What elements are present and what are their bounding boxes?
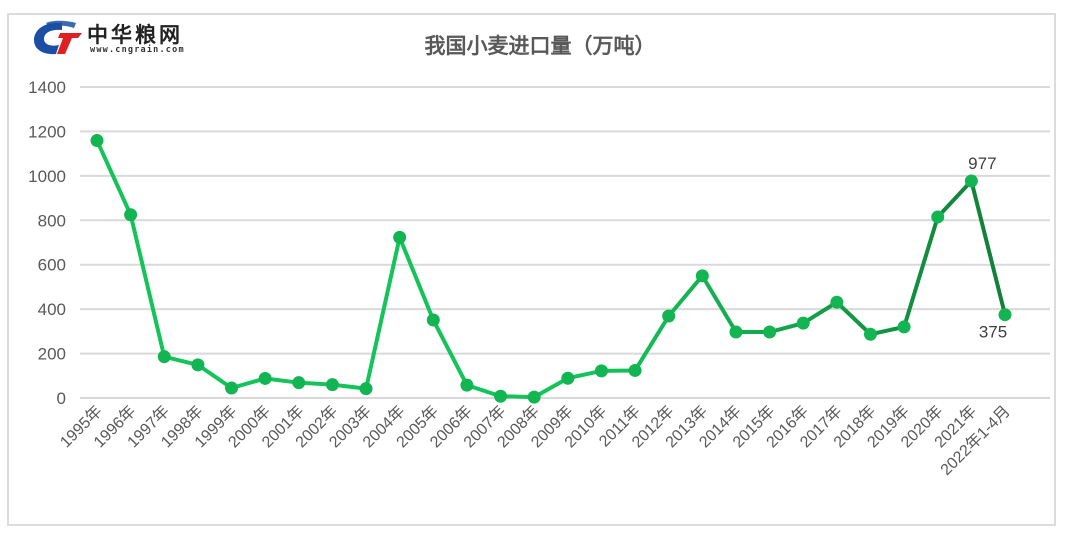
data-point — [157, 350, 171, 364]
data-point — [393, 230, 407, 244]
data-point — [292, 376, 306, 390]
y-tick-label: 600 — [38, 256, 66, 275]
data-point — [998, 308, 1012, 322]
y-tick-label: 1000 — [28, 167, 66, 186]
data-point — [460, 378, 474, 392]
data-label: 375 — [979, 323, 1007, 342]
data-point — [225, 381, 239, 395]
data-point — [695, 269, 709, 283]
data-point — [561, 371, 575, 385]
data-point — [191, 358, 205, 372]
y-axis: 0 200 400 600 800 1000 1200 1400 — [28, 78, 66, 408]
data-point — [662, 309, 676, 323]
data-point — [796, 316, 810, 330]
data-point — [325, 378, 339, 392]
data-labels: 977 375 — [968, 154, 1007, 342]
data-point — [729, 325, 743, 339]
data-point — [258, 371, 272, 385]
y-tick-label: 800 — [38, 211, 66, 230]
logo-name: 中华粮网 — [87, 23, 183, 47]
y-tick-label: 200 — [38, 345, 66, 364]
x-axis: 1995年1996年1997年1998年1999年2000年2001年2002年… — [57, 402, 1014, 479]
chart-title: 我国小麦进口量（万吨） — [424, 34, 656, 58]
gridlines — [80, 86, 1050, 399]
data-point — [830, 295, 844, 309]
data-markers — [90, 134, 1012, 404]
data-point — [124, 208, 138, 222]
cngrain-logo-icon — [34, 20, 82, 55]
data-point — [931, 210, 945, 224]
series-line — [95, 139, 1007, 400]
data-point — [964, 174, 978, 188]
line-path — [95, 139, 1007, 400]
data-point — [863, 327, 877, 341]
data-point — [527, 390, 541, 404]
data-point — [897, 320, 911, 334]
cngrain-logo: 中华粮网 www.cngrain.com — [32, 17, 222, 57]
logo-url: www.cngrain.com — [90, 45, 185, 55]
data-point — [628, 363, 642, 377]
data-label: 977 — [968, 154, 996, 173]
data-point — [763, 325, 777, 339]
y-tick-label: 0 — [57, 389, 66, 408]
data-point — [90, 134, 104, 148]
data-point — [494, 389, 508, 403]
data-point — [594, 364, 608, 378]
y-tick-label: 400 — [38, 300, 66, 319]
y-tick-label: 1200 — [28, 122, 66, 141]
y-tick-label: 1400 — [28, 78, 66, 97]
data-point — [426, 313, 440, 327]
chart-frame — [7, 13, 1056, 526]
data-point — [359, 382, 373, 396]
